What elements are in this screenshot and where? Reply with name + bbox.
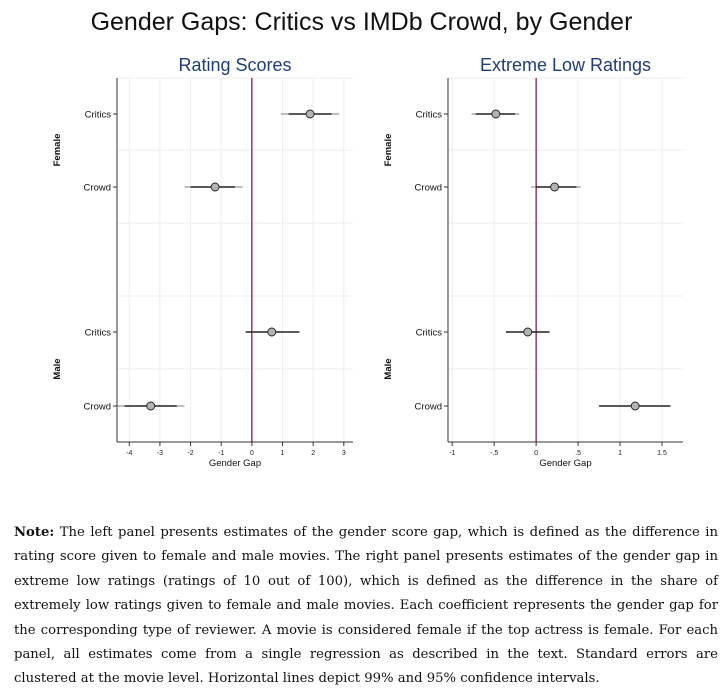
estimate-marker	[146, 401, 156, 411]
x-axis-label: Gender Gap	[539, 458, 591, 469]
estimate-marker	[491, 109, 501, 119]
x-tick-label: .5	[575, 450, 581, 457]
x-tick-label: -1	[218, 450, 224, 457]
x-tick-label: 3	[342, 450, 346, 457]
x-tick-label: 1	[618, 450, 622, 457]
note-text: The left panel presents estimates of the…	[14, 525, 718, 687]
x-tick-label: -.5	[490, 450, 498, 457]
row-label: Crowd	[415, 183, 442, 194]
estimate-marker	[267, 327, 277, 337]
figure-note: Note: The left panel presents estimates …	[14, 521, 718, 692]
x-tick-label: 1	[281, 450, 285, 457]
estimate-marker	[210, 182, 220, 192]
row-label: Critics	[416, 328, 443, 339]
group-label: Male	[383, 358, 394, 379]
estimate-marker	[523, 327, 533, 337]
x-tick-label: -2	[187, 450, 193, 457]
estimate-marker	[305, 109, 315, 119]
note-lead: Note:	[14, 525, 55, 540]
x-axis-label: Gender Gap	[209, 458, 261, 469]
x-tick-label: -4	[126, 450, 132, 457]
panel-title: Rating Scores	[178, 55, 291, 75]
x-tick-label: -3	[157, 450, 163, 457]
figure-title: Gender Gaps: Critics vs IMDb Crowd, by G…	[90, 8, 633, 36]
estimate-marker	[630, 401, 640, 411]
x-tick-label: 0	[250, 450, 254, 457]
group-label: Female	[52, 134, 63, 167]
estimate-marker	[550, 182, 560, 192]
charts-area: Rating Scores -4 -3 -2 -1 0 1 2 3 Gender Gap Femal…	[52, 55, 683, 469]
row-label: Crowd	[84, 183, 111, 194]
row-label: Critics	[416, 110, 443, 121]
row-label: Crowd	[84, 402, 111, 413]
x-tick-label: 2	[311, 450, 315, 457]
panel-title: Extreme Low Ratings	[480, 55, 651, 75]
row-label: Critics	[85, 328, 112, 339]
group-label: Male	[52, 358, 63, 379]
x-tick-label: 0	[534, 450, 538, 457]
row-label: Critics	[85, 110, 112, 121]
group-label: Female	[383, 134, 394, 167]
row-label: Crowd	[415, 402, 442, 413]
x-tick-label: 1.5	[657, 450, 667, 457]
x-tick-label: -1	[449, 450, 455, 457]
